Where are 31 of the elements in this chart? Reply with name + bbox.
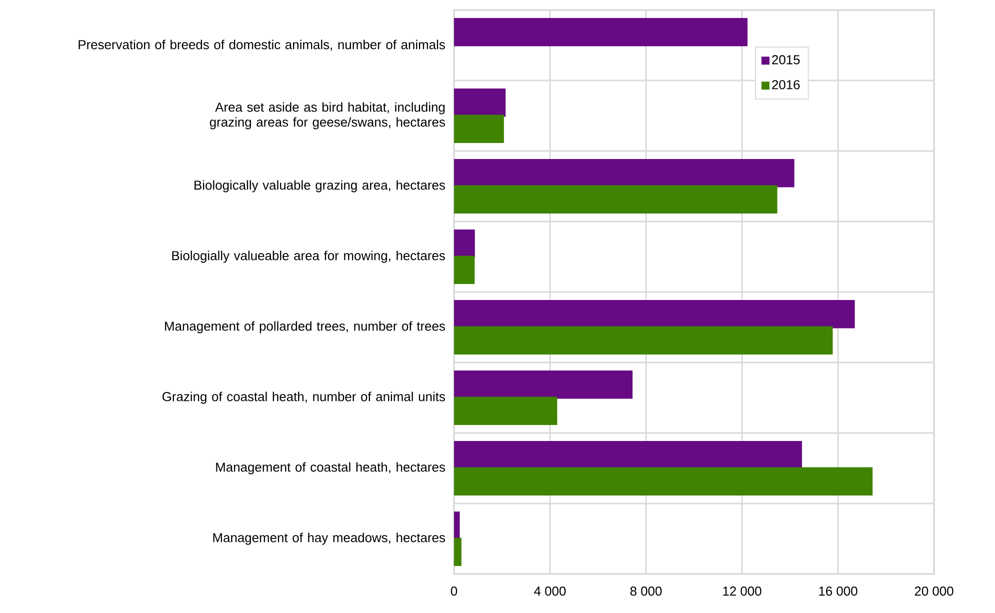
bar [454,512,460,540]
y-tick-label: Management of pollarded trees, number of trees [165,321,445,334]
bar [454,18,748,46]
bar [454,185,778,214]
bar [454,467,873,496]
x-tick-label: 20 000 [914,586,954,596]
legend-label: 2015 [772,55,800,64]
bar [454,88,506,117]
y-tick-label: Management of coastal heath, hectares [216,462,445,474]
x-tick-label: 8 000 [630,586,662,596]
bar [454,326,833,354]
y-tick-label: Biologially valueable area for mowing, hectares [172,250,445,263]
y-tick-label: Management of hay meadows, hectares [213,532,445,545]
bar [454,114,504,143]
x-tick-label: 16 000 [819,586,858,596]
y-tick-label: Area set aside as bird habitat, including grazing areas for geese/swans, hectares [210,102,445,130]
legend-label: 2016 [772,80,800,90]
bar [454,441,802,470]
bar [454,256,475,284]
bar [454,538,462,566]
x-tick-label: 12 000 [723,586,762,596]
y-tick-label: Preservation of breeds of domestic animals, number of animals [78,40,445,51]
bar [454,300,855,328]
x-tick-label: 0 [450,586,458,596]
x-tick-label: 4 000 [534,586,566,596]
bar [454,396,558,425]
bar [454,370,633,399]
bar [454,230,475,258]
y-tick-label: Biologically valuable grazing area, hectares [194,180,445,192]
bar [454,159,794,188]
y-tick-label: Grazing of coastal heath, number of animal units [162,392,445,404]
